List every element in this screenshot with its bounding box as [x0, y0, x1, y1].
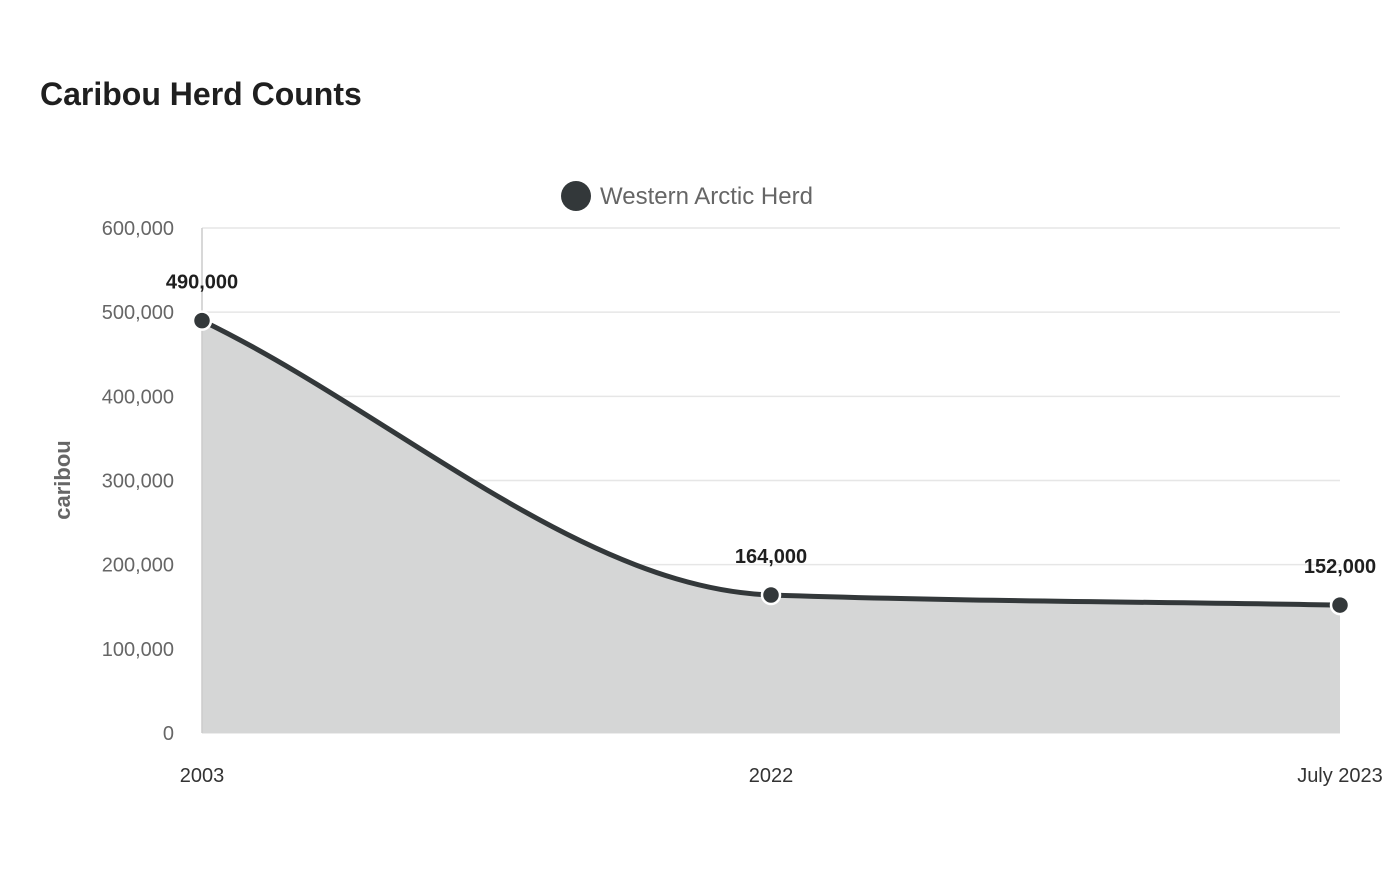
data-labels: 490,000 164,000 152,000: [166, 272, 1376, 578]
series-area: [202, 320, 1340, 733]
data-points: [191, 310, 1351, 616]
data-label: 490,000: [166, 272, 238, 294]
data-label: 164,000: [735, 546, 807, 568]
x-tick-label: 2022: [749, 765, 794, 787]
y-tick-label: 300,000: [102, 471, 174, 493]
data-point[interactable]: [1329, 594, 1351, 616]
y-tick-label: 200,000: [102, 555, 174, 577]
data-label: 152,000: [1304, 556, 1376, 578]
x-tick-labels: 2003 2022 July 2023: [180, 765, 1383, 787]
x-tick-label: 2003: [180, 765, 225, 787]
data-point[interactable]: [760, 584, 782, 606]
y-tick-label: 0: [163, 723, 174, 745]
data-point[interactable]: [191, 310, 213, 331]
chart-title: Caribou Herd Counts: [40, 76, 362, 112]
x-tick-label: July 2023: [1297, 765, 1383, 787]
legend-marker: [561, 181, 591, 211]
y-tick-label: 500,000: [102, 302, 174, 324]
legend[interactable]: Western Arctic Herd: [561, 181, 813, 211]
y-axis-label: caribou: [50, 440, 75, 519]
legend-label: Western Arctic Herd: [600, 183, 813, 210]
y-tick-label: 400,000: [102, 386, 174, 408]
y-tick-label: 600,000: [102, 218, 174, 240]
y-tick-label: 100,000: [102, 639, 174, 661]
y-tick-labels: 0 100,000 200,000 300,000 400,000 500,000 600,…: [102, 218, 174, 745]
